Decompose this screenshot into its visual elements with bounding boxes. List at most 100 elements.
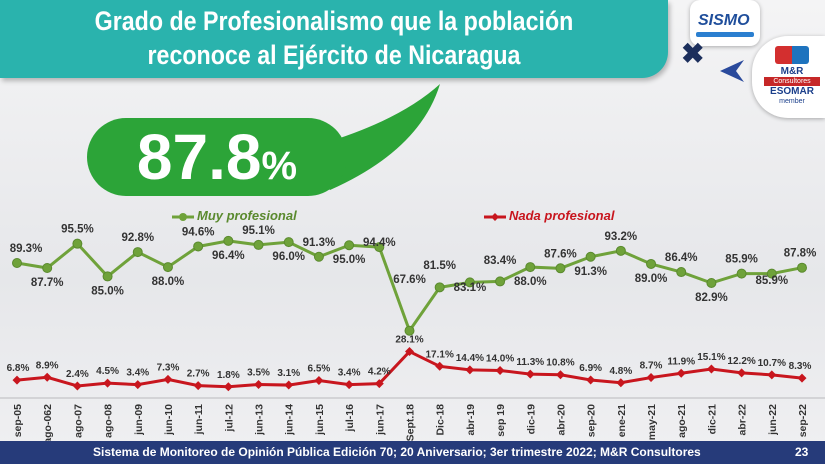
sismo-logo-text: SISMO <box>698 12 750 29</box>
page-title-line2: reconoce al Ejército de Nicaragua <box>147 40 521 70</box>
series-nada-data-label: 3.5% <box>247 368 270 379</box>
series-nada-point <box>586 375 596 385</box>
series-nada-data-label: 6.9% <box>579 363 602 374</box>
series-muy-point <box>736 268 747 279</box>
series-muy-point <box>555 263 566 274</box>
series-muy-data-label: 91.3% <box>303 237 336 249</box>
series-muy-data-label: 85.9% <box>756 275 789 287</box>
x-tick-label: may-21 <box>646 404 658 440</box>
series-muy-point <box>313 251 324 262</box>
series-muy-point <box>706 277 717 288</box>
series-muy-data-label: 83.1% <box>454 282 487 294</box>
series-nada-point <box>676 368 686 378</box>
x-tick-label: jun-14 <box>284 404 296 436</box>
series-nada-point <box>555 370 565 380</box>
x-tick-label: ago-062 <box>42 404 54 444</box>
series-muy-point <box>223 235 234 246</box>
series-muy-data-label: 91.3% <box>574 266 607 278</box>
series-nada-point <box>706 364 716 374</box>
mr-logo-mark <box>775 46 809 64</box>
series-nada-point <box>616 378 626 388</box>
series-muy-data-label: 87.7% <box>31 277 64 289</box>
footer-source: Sistema de Monitoreo de Opinión Pública … <box>93 445 701 459</box>
series-nada-point <box>767 370 777 380</box>
series-nada-point <box>72 381 82 391</box>
series-muy-data-label: 85.0% <box>91 285 124 297</box>
x-tick-label: ago-07 <box>72 404 84 438</box>
x-icon: ✖ <box>681 38 705 69</box>
series-nada-point <box>435 361 445 371</box>
series-nada-data-label: 11.9% <box>667 356 695 367</box>
member-label: member <box>779 98 805 105</box>
series-nada-data-label: 17.1% <box>426 349 454 360</box>
x-tick-label: jun-17 <box>374 404 386 436</box>
series-muy-data-label: 94.4% <box>363 237 396 249</box>
x-tick-label: ago-08 <box>103 404 115 438</box>
x-tick-label: dic-19 <box>525 404 537 435</box>
legend-nada-marker <box>484 212 506 221</box>
series-nada-point <box>405 347 414 357</box>
series-muy-point <box>344 240 355 251</box>
x-tick-label: abr-19 <box>465 404 477 436</box>
series-nada-point <box>133 380 143 390</box>
legend-muy: Muy profesional <box>172 208 297 223</box>
x-tick-label: ene-21 <box>616 404 628 437</box>
series-muy-data-label: 96.0% <box>272 251 305 263</box>
series-muy-data-label: 88.0% <box>514 276 547 288</box>
series-nada-data-label: 15.1% <box>697 352 725 363</box>
x-tick-label: jun-09 <box>133 404 145 436</box>
series-nada-data-label: 6.8% <box>7 363 30 374</box>
series-nada-data-label: 10.8% <box>546 358 574 369</box>
highlight-value: 87.8% <box>87 118 347 196</box>
series-nada-data-label: 28.1% <box>395 335 423 346</box>
series-nada-data-label: 3.4% <box>338 368 361 379</box>
series-muy-data-label: 67.6% <box>393 274 426 286</box>
mr-logo-consultores: Consultores <box>764 77 820 86</box>
series-nada-point <box>344 380 354 390</box>
series-nada-point <box>103 378 113 388</box>
series-muy-point <box>676 267 687 278</box>
series-nada-data-label: 3.4% <box>126 368 149 379</box>
series-nada-data-label: 12.2% <box>727 356 755 367</box>
series-nada-point <box>374 379 384 389</box>
x-tick-label: sep-22 <box>797 404 809 437</box>
x-tick-label: jun-22 <box>767 404 779 436</box>
title-banner <box>0 0 668 78</box>
series-nada-data-label: 3.1% <box>277 368 300 379</box>
series-nada-point <box>163 374 173 384</box>
series-nada-data-label: 8.9% <box>36 360 59 371</box>
series-nada-point <box>254 380 264 390</box>
series-muy-point <box>162 262 173 273</box>
x-tick-label: dic-21 <box>706 404 718 435</box>
series-muy-data-label: 95.5% <box>61 224 94 236</box>
x-tick-label: sep 19 <box>495 404 507 437</box>
series-muy-data-label: 89.0% <box>635 273 668 285</box>
arrow-left-icon <box>720 60 744 82</box>
series-muy-point <box>42 263 53 273</box>
x-tick-label: Sept.18 <box>405 404 417 442</box>
series-muy-data-label: 89.3% <box>10 243 43 255</box>
series-nada-data-label: 2.4% <box>66 369 89 380</box>
series-nada-data-label: 4.2% <box>368 367 391 378</box>
series-nada-data-label: 14.4% <box>456 353 484 364</box>
series-nada-data-label: 1.8% <box>217 370 240 381</box>
series-muy-data-label: 95.1% <box>242 225 275 237</box>
series-nada-data-label: 11.3% <box>516 357 544 368</box>
series-muy-point <box>585 251 596 262</box>
x-tick-label: abr-22 <box>737 404 749 436</box>
series-muy-point <box>253 239 264 250</box>
series-muy-point <box>464 277 475 288</box>
series-muy-data-label: 81.5% <box>423 260 456 272</box>
series-nada-point <box>525 369 535 379</box>
series-muy-data-label: 96.4% <box>212 250 245 262</box>
series-muy-point <box>495 276 506 287</box>
series-nada-data-label: 6.5% <box>308 364 331 375</box>
series-nada-point <box>737 368 747 378</box>
x-tick-label: sep-20 <box>586 404 598 437</box>
series-muy-data-label: 87.6% <box>544 248 577 260</box>
series-muy-point <box>12 258 22 269</box>
series-nada-data-label: 4.8% <box>609 366 632 377</box>
series-muy-data-label: 87.8% <box>784 248 817 260</box>
series-muy-point <box>72 238 83 249</box>
x-tick-label: Dic-18 <box>435 404 447 436</box>
